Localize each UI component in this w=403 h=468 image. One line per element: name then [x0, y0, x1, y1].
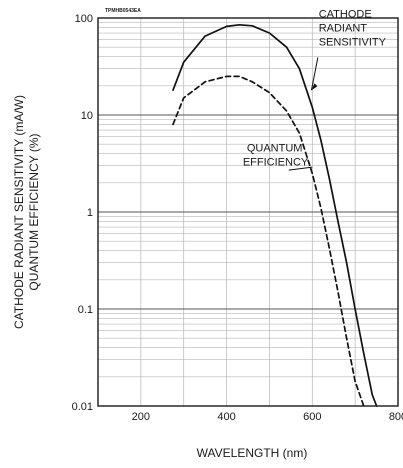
- y-tick-label: 10: [81, 110, 93, 122]
- figure-code: TPMHB0543EA: [105, 8, 141, 14]
- y-tick-label: 1: [87, 207, 93, 219]
- cathode-series-label-line: CATHODE: [319, 9, 372, 21]
- y-axis-title-line-1: CATHODE RADIANT SENSITIVITY (mA/W): [12, 95, 26, 329]
- x-tick-label: 600: [303, 411, 321, 423]
- series-layer: [173, 25, 377, 406]
- x-tick-label: 200: [132, 411, 150, 423]
- x-tick-label: 800: [389, 411, 403, 423]
- y-axis-title-line-2: QUANTUM EFFICIENCY (%): [27, 133, 41, 290]
- y-tick-label: 100: [75, 13, 93, 25]
- y-tick-label: 0.1: [78, 304, 93, 316]
- grid-layer: [98, 18, 398, 406]
- cathode-series-label-line: SENSITIVITY: [319, 37, 387, 49]
- cathode-series-label-line: RADIANT: [319, 23, 368, 35]
- y-tick-label: 0.01: [72, 401, 93, 413]
- quantum-series-label-line: EFFICIENCY: [243, 157, 309, 169]
- quantum-series-label-line: QUANTUM: [247, 143, 303, 155]
- x-tick-label: 400: [217, 411, 235, 423]
- tick-layer: 200 400 600 800 100 10 1 0.1 0.01: [72, 13, 403, 423]
- x-axis-title: WAVELENGTH (nm): [197, 446, 308, 460]
